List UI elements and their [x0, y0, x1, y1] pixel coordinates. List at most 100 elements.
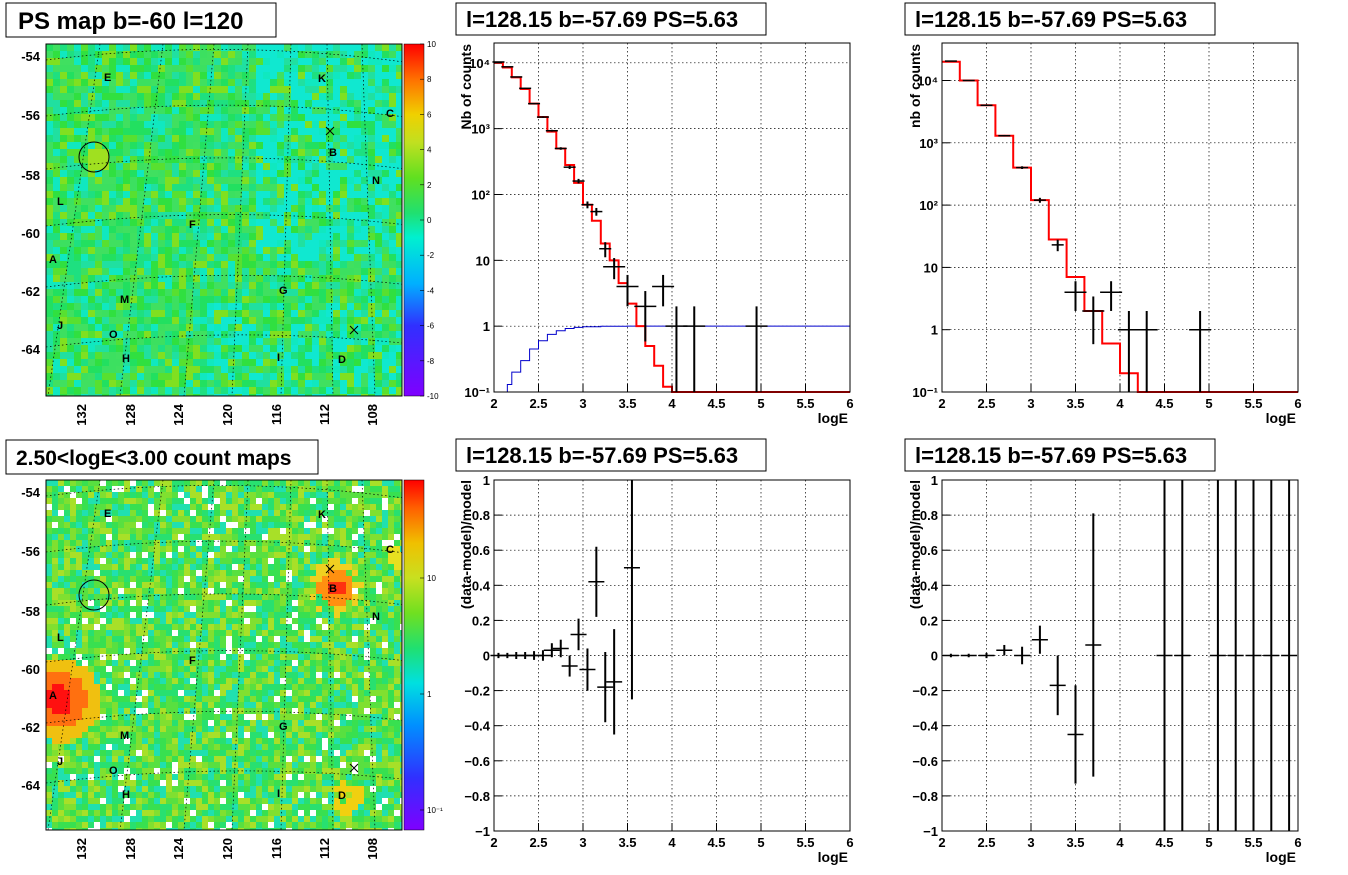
map-cell [242, 275, 249, 282]
map-cell [207, 177, 214, 184]
map-cell [298, 570, 304, 576]
map-cell [166, 690, 172, 696]
map-cell [375, 331, 382, 338]
map-cell [364, 528, 370, 534]
map-cell [263, 149, 270, 156]
map-cell [53, 289, 60, 296]
map-cell [60, 79, 67, 86]
map-cell [291, 128, 298, 135]
map-cell [88, 296, 95, 303]
map-cell [388, 642, 394, 648]
map-cell [193, 177, 200, 184]
map-cell [310, 648, 316, 654]
map-cell [368, 156, 375, 163]
map-cell [76, 570, 82, 576]
map-cell [221, 149, 228, 156]
map-cell [298, 702, 304, 708]
map-cell [364, 648, 370, 654]
map-cell [196, 570, 202, 576]
map-cell [207, 58, 214, 65]
map-cell [328, 672, 334, 678]
map-cell [228, 219, 235, 226]
map-cell [280, 630, 286, 636]
map-cell [354, 261, 361, 268]
map-cell [60, 387, 67, 394]
map-cell [88, 219, 95, 226]
map-cell [340, 100, 347, 107]
map-cell [394, 678, 400, 684]
map-cell [388, 540, 394, 546]
map-cell [382, 254, 389, 261]
map-cell [142, 654, 148, 660]
map-cell [304, 498, 310, 504]
map-cell [274, 534, 280, 540]
map-cell [322, 552, 328, 558]
map-cell [58, 588, 64, 594]
map-cell [326, 65, 333, 72]
map-cell [136, 558, 142, 564]
source-label: L [57, 196, 64, 208]
map-cell [250, 570, 256, 576]
map-cell [144, 149, 151, 156]
map-cell [221, 58, 228, 65]
map-cell [186, 163, 193, 170]
map-cell [376, 510, 382, 516]
map-cell [256, 492, 262, 498]
map-cell [291, 345, 298, 352]
map-cell [364, 492, 370, 498]
map-cell [88, 366, 95, 373]
map-cell [326, 121, 333, 128]
map-cell [116, 219, 123, 226]
map-cell [116, 366, 123, 373]
map-cell [100, 510, 106, 516]
map-cell [346, 528, 352, 534]
map-cell [284, 338, 291, 345]
map-cell [193, 79, 200, 86]
map-cell [172, 480, 178, 486]
map-cell [304, 576, 310, 582]
map-cell [354, 289, 361, 296]
map-cell [123, 275, 130, 282]
map-cell [46, 121, 53, 128]
map-cell [46, 198, 53, 205]
map-cell [352, 480, 358, 486]
map-cell [130, 135, 137, 142]
map-cell [375, 366, 382, 373]
map-cell [58, 600, 64, 606]
map-cell [316, 498, 322, 504]
map-cell [179, 324, 186, 331]
map-cell [142, 678, 148, 684]
map-cell [58, 708, 64, 714]
map-cell [242, 86, 249, 93]
map-cell [172, 654, 178, 660]
map-cell [214, 552, 220, 558]
map-cell [310, 498, 316, 504]
map-cell [136, 696, 142, 702]
map-cell [165, 331, 172, 338]
map-cell [274, 660, 280, 666]
map-cell [221, 226, 228, 233]
map-cell [370, 606, 376, 612]
map-cell [123, 177, 130, 184]
map-cell [95, 170, 102, 177]
map-cell [312, 233, 319, 240]
map-cell [396, 86, 402, 93]
map-cell [160, 486, 166, 492]
map-cell [238, 588, 244, 594]
map-cell [263, 394, 270, 396]
map-cell [81, 114, 88, 121]
map-cell [46, 219, 53, 226]
map-cell [221, 233, 228, 240]
map-cell [310, 576, 316, 582]
map-cell [277, 51, 284, 58]
map-cell [112, 510, 118, 516]
map-cell [196, 552, 202, 558]
map-cell [200, 275, 207, 282]
map-cell [334, 630, 340, 636]
map-cell [328, 600, 334, 606]
map-cell [354, 380, 361, 387]
map-cell [166, 666, 172, 672]
map-cell [396, 394, 402, 396]
map-cell [214, 275, 221, 282]
map-cell [333, 156, 340, 163]
